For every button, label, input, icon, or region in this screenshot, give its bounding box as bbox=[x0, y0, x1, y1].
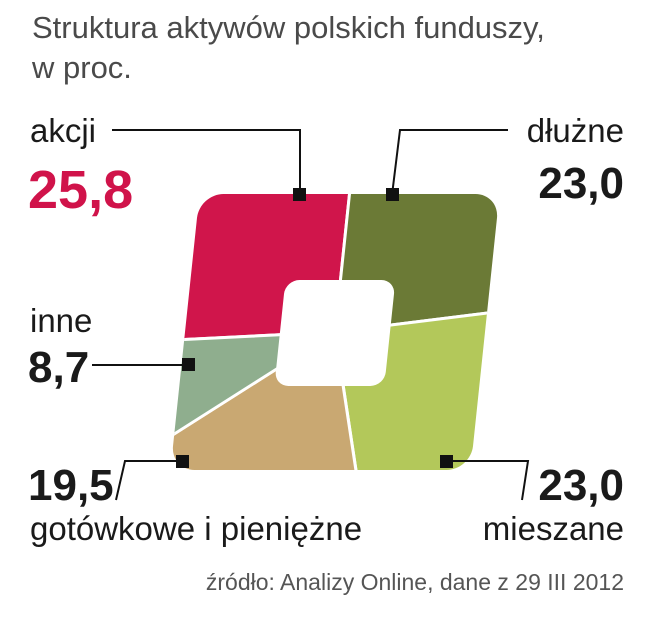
knob bbox=[293, 188, 306, 201]
hole bbox=[275, 280, 395, 386]
chart-title: Struktura aktywów polskich funduszy, w p… bbox=[32, 10, 545, 85]
value-label: 8,7 bbox=[28, 343, 89, 392]
leader bbox=[112, 129, 301, 195]
value-label: 19,5 bbox=[28, 461, 114, 510]
wedge bbox=[170, 329, 384, 470]
value-label: 23,0 bbox=[538, 461, 624, 510]
leader bbox=[391, 129, 508, 196]
leaders bbox=[92, 129, 530, 501]
knob bbox=[176, 455, 189, 468]
wedge bbox=[170, 194, 371, 350]
leader bbox=[115, 460, 185, 501]
category-label: dłużne bbox=[527, 112, 624, 149]
category-label: inne bbox=[30, 302, 92, 339]
wedge bbox=[333, 194, 500, 334]
source: źródło: Analizy Online, dane z 29 III 20… bbox=[206, 569, 624, 595]
category-label: akcji bbox=[30, 112, 96, 149]
value-label: 25,8 bbox=[28, 160, 133, 220]
leader bbox=[444, 460, 530, 501]
knob bbox=[386, 188, 399, 201]
knob bbox=[440, 455, 453, 468]
category-label: mieszane bbox=[483, 510, 624, 547]
value-label: 23,0 bbox=[538, 159, 624, 208]
category-label: gotówkowe i pieniężne bbox=[30, 510, 362, 547]
knob bbox=[182, 358, 195, 371]
